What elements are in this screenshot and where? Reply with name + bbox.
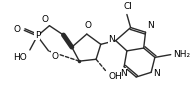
Text: N: N <box>108 35 115 44</box>
Text: O: O <box>51 52 58 61</box>
Text: N: N <box>120 69 126 78</box>
Text: N: N <box>147 21 154 30</box>
Text: O: O <box>84 21 91 30</box>
Text: O: O <box>14 25 20 34</box>
Text: HO: HO <box>13 53 27 62</box>
Text: P: P <box>35 31 40 39</box>
Text: Cl: Cl <box>123 2 132 11</box>
Text: NH₂: NH₂ <box>174 50 191 59</box>
Text: N: N <box>153 69 160 78</box>
Text: O: O <box>41 15 49 24</box>
Text: OH: OH <box>108 72 122 81</box>
